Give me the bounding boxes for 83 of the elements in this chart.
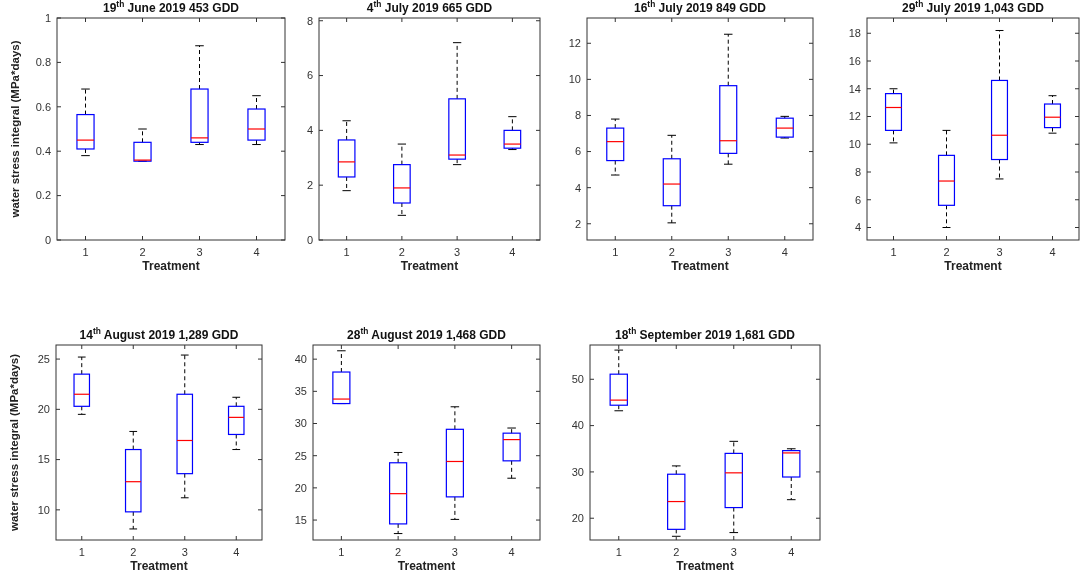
y-tick-label: 12: [568, 37, 581, 50]
y-tick-label: 8: [854, 165, 861, 178]
x-tick-label: 1: [343, 246, 350, 258]
x-tick-label: 3: [451, 546, 458, 558]
y-tick-label: 30: [294, 417, 307, 430]
y-tick-label: 16: [848, 54, 861, 67]
y-axis-title: water stress integral (MPa*days): [9, 40, 21, 219]
x-tick-label: 2: [668, 246, 675, 258]
chart-title: 4$^{th}$ July 2019 665 GDD: [366, 0, 493, 15]
x-axis-title: Treatment: [130, 559, 188, 573]
y-tick-label: 20: [294, 481, 307, 494]
x-axis-title: Treatment: [400, 259, 459, 273]
y-tick-label: 4: [306, 124, 313, 137]
x-tick-label: 4: [509, 246, 516, 258]
y-tick-label: 6: [306, 69, 313, 82]
x-tick-label: 2: [139, 246, 146, 258]
y-tick-label: 15: [37, 453, 50, 466]
chart-title: 18$^{th}$ September 2019 1,681 GDD: [614, 326, 796, 342]
y-tick-label: 35: [294, 385, 307, 398]
x-tick-label: 1: [78, 546, 85, 558]
y-tick-label: 4: [574, 181, 581, 194]
y-tick-label: 0.8: [35, 56, 51, 69]
x-axis-title: Treatment: [142, 259, 200, 273]
x-tick-label: 3: [725, 246, 732, 258]
chart-title: 16$^{th}$ July 2019 849 GDD: [634, 0, 767, 15]
y-tick-label: 0: [44, 233, 51, 246]
x-tick-label: 4: [233, 546, 240, 558]
y-tick-label: 40: [571, 419, 584, 432]
y-tick-label: 0.4: [35, 145, 51, 158]
y-tick-label: 30: [571, 465, 584, 478]
x-tick-label: 3: [996, 246, 1003, 258]
y-tick-label: 25: [37, 352, 50, 365]
y-tick-label: 2: [306, 179, 313, 192]
x-tick-label: 4: [1049, 246, 1056, 258]
x-axis-title: Treatment: [397, 559, 456, 573]
x-tick-label: 2: [395, 546, 402, 558]
x-tick-label: 1: [615, 546, 622, 558]
y-tick-label: 8: [306, 14, 313, 27]
y-tick-label: 10: [848, 138, 861, 151]
y-tick-label: 1: [44, 11, 51, 24]
chart-title: 28$^{th}$ August 2019 1,468 GDD: [347, 326, 507, 342]
y-tick-label: 20: [571, 512, 584, 525]
y-axis-title: water stress integral (MPa*days): [8, 353, 20, 533]
y-tick-label: 0.6: [35, 100, 51, 113]
chart-title: 29$^{th}$ July 2019 1,043 GDD: [901, 0, 1045, 15]
y-tick-label: 18: [848, 27, 861, 40]
x-axis-title: Treatment: [676, 559, 734, 573]
y-tick-label: 10: [568, 73, 581, 86]
y-tick-label: 2: [574, 217, 581, 230]
y-tick-label: 15: [294, 513, 307, 526]
x-tick-label: 2: [398, 246, 405, 258]
y-tick-label: 10: [37, 503, 50, 516]
x-axis-title: Treatment: [671, 259, 729, 273]
x-tick-label: 1: [82, 246, 89, 258]
x-tick-label: 4: [508, 546, 515, 558]
y-tick-label: 0.2: [35, 189, 51, 202]
x-tick-label: 1: [890, 246, 897, 258]
x-tick-label: 4: [781, 246, 788, 258]
y-tick-label: 0: [306, 233, 313, 246]
x-axis-title: Treatment: [944, 259, 1002, 273]
chart-title: 14$^{th}$ August 2019 1,289 GDD: [79, 326, 239, 342]
y-tick-label: 12: [848, 110, 861, 123]
x-tick-label: 3: [181, 546, 188, 558]
x-tick-label: 1: [612, 246, 619, 258]
x-tick-label: 4: [253, 246, 260, 258]
x-tick-label: 3: [730, 546, 737, 558]
chart-title: 19$^{th}$ June 2019 453 GDD: [103, 0, 240, 15]
y-tick-label: 20: [37, 403, 50, 416]
x-tick-label: 3: [196, 246, 203, 258]
y-tick-label: 6: [574, 145, 581, 158]
x-tick-label: 2: [943, 246, 950, 258]
x-tick-label: 4: [788, 546, 795, 558]
x-tick-label: 3: [454, 246, 461, 258]
x-tick-label: 2: [130, 546, 137, 558]
y-tick-label: 40: [294, 353, 307, 366]
y-tick-label: 50: [571, 373, 584, 386]
y-tick-label: 4: [854, 221, 861, 234]
y-tick-label: 8: [574, 109, 581, 122]
x-tick-label: 1: [338, 546, 345, 558]
y-tick-label: 25: [294, 449, 307, 462]
x-tick-label: 2: [673, 546, 680, 558]
y-tick-label: 14: [848, 82, 861, 95]
y-tick-label: 6: [854, 193, 861, 206]
